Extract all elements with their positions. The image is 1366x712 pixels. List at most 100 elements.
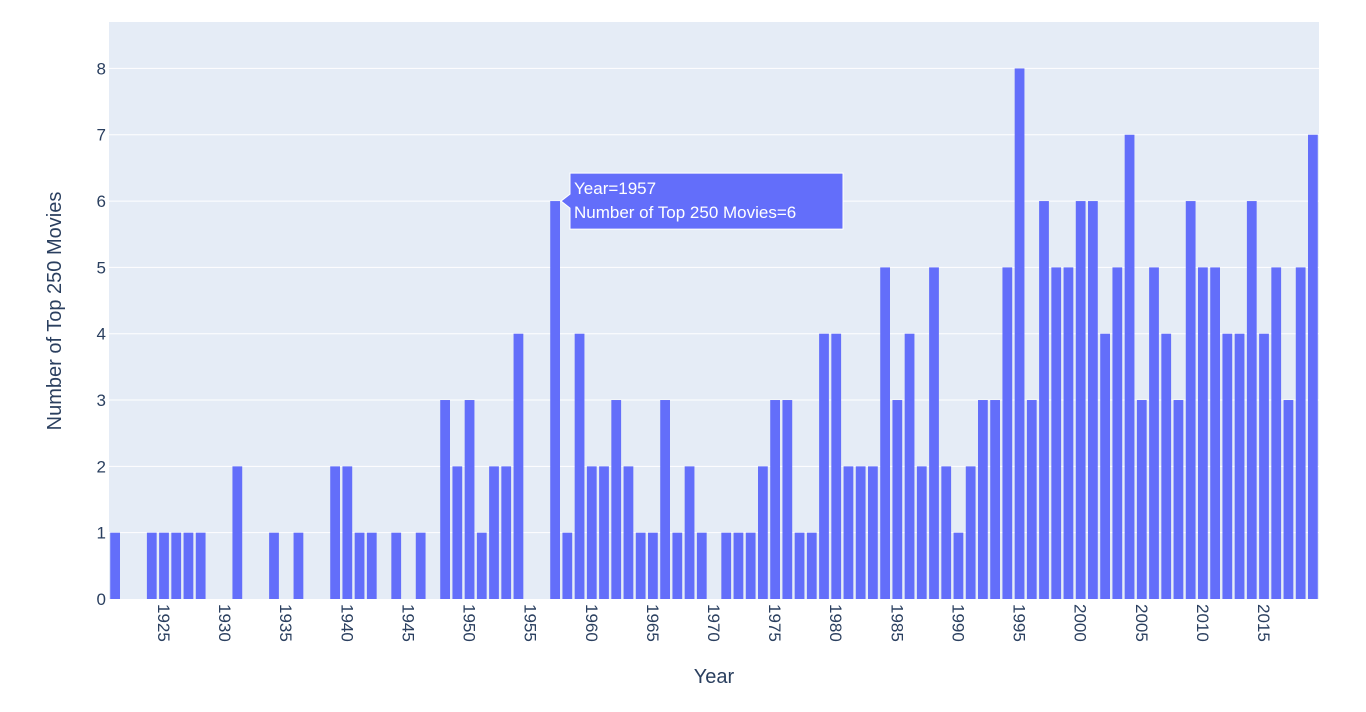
bar[interactable]: [978, 400, 988, 599]
x-tick-label: 1925: [154, 604, 173, 642]
bar[interactable]: [232, 466, 243, 599]
x-tick-label: 1930: [215, 604, 234, 642]
bar[interactable]: [782, 400, 793, 599]
bar[interactable]: [391, 532, 402, 599]
x-tick-label: 1945: [398, 604, 417, 642]
x-tick-label: 2010: [1193, 604, 1212, 642]
bar[interactable]: [1002, 267, 1013, 599]
bar[interactable]: [269, 532, 279, 599]
bar[interactable]: [1198, 267, 1208, 599]
bar[interactable]: [648, 532, 658, 599]
bar[interactable]: [868, 466, 878, 599]
bar[interactable]: [916, 466, 927, 599]
bar[interactable]: [146, 532, 157, 599]
bar[interactable]: [1112, 267, 1123, 599]
bar[interactable]: [330, 466, 340, 599]
bar[interactable]: [1014, 68, 1025, 599]
bar[interactable]: [171, 532, 182, 599]
bar[interactable]: [1063, 267, 1074, 599]
bar[interactable]: [1026, 400, 1037, 599]
bar[interactable]: [550, 201, 560, 599]
bar[interactable]: [806, 532, 817, 599]
bar[interactable]: [831, 333, 842, 599]
bar[interactable]: [501, 466, 512, 599]
x-tick-label: 1970: [704, 604, 723, 642]
bar[interactable]: [586, 466, 597, 599]
bar[interactable]: [1088, 201, 1098, 599]
bar[interactable]: [721, 532, 732, 599]
bar[interactable]: [110, 532, 120, 599]
bar[interactable]: [611, 400, 622, 599]
bar[interactable]: [953, 532, 964, 599]
bar[interactable]: [1039, 201, 1049, 599]
bar[interactable]: [684, 466, 695, 599]
bar[interactable]: [941, 466, 952, 599]
bar[interactable]: [1222, 333, 1233, 599]
bar[interactable]: [476, 532, 487, 599]
bar[interactable]: [1283, 400, 1294, 599]
bar[interactable]: [1124, 134, 1135, 599]
bar[interactable]: [843, 466, 854, 599]
bar[interactable]: [733, 532, 744, 599]
bar[interactable]: [1271, 267, 1282, 599]
bar[interactable]: [770, 400, 780, 599]
bar[interactable]: [452, 466, 463, 599]
bars[interactable]: [110, 68, 1318, 599]
bar[interactable]: [635, 532, 646, 599]
bar[interactable]: [1295, 267, 1306, 599]
bar[interactable]: [1234, 333, 1245, 599]
tooltip-line: Year=1957: [574, 179, 656, 198]
bar[interactable]: [183, 532, 194, 599]
bar[interactable]: [758, 466, 768, 599]
x-axis-title: Year: [694, 666, 735, 688]
bar[interactable]: [696, 532, 707, 599]
bar[interactable]: [1173, 400, 1184, 599]
bar[interactable]: [464, 400, 475, 599]
bar[interactable]: [1051, 267, 1062, 599]
y-axis-title: Number of Top 250 Movies: [44, 192, 66, 431]
bar[interactable]: [1100, 333, 1110, 599]
bar[interactable]: [415, 532, 426, 599]
bar[interactable]: [1246, 201, 1257, 599]
bar[interactable]: [1149, 267, 1159, 599]
bar[interactable]: [354, 532, 365, 599]
bar[interactable]: [599, 466, 609, 599]
bar[interactable]: [794, 532, 805, 599]
bar[interactable]: [855, 466, 866, 599]
bar[interactable]: [672, 532, 683, 599]
bar[interactable]: [660, 400, 670, 599]
bar[interactable]: [513, 333, 524, 599]
y-axis-ticks: 0 1 2 3 4 5 6 7 8: [97, 59, 106, 609]
x-tick-label: 1960: [582, 604, 601, 642]
x-tick-label: 1975: [765, 604, 784, 642]
bar[interactable]: [929, 267, 939, 599]
bar[interactable]: [965, 466, 976, 599]
y-tick-label: 0: [97, 590, 106, 609]
bar[interactable]: [342, 466, 353, 599]
bar[interactable]: [892, 400, 903, 599]
bar[interactable]: [1161, 333, 1172, 599]
bar[interactable]: [195, 532, 206, 599]
bar[interactable]: [880, 267, 890, 599]
bar[interactable]: [562, 532, 573, 599]
bar[interactable]: [1308, 134, 1318, 599]
bar[interactable]: [623, 466, 634, 599]
bar[interactable]: [1075, 201, 1086, 599]
bar[interactable]: [819, 333, 829, 599]
bar[interactable]: [574, 333, 585, 599]
y-tick-label: 1: [97, 524, 106, 543]
bar[interactable]: [904, 333, 915, 599]
bar[interactable]: [1185, 201, 1196, 599]
bar[interactable]: [1136, 400, 1147, 599]
bar[interactable]: [489, 466, 499, 599]
bar[interactable]: [1210, 267, 1220, 599]
bar[interactable]: [159, 532, 169, 599]
bar[interactable]: [366, 532, 377, 599]
bar[interactable]: [293, 532, 304, 599]
bar[interactable]: [440, 400, 450, 599]
bar[interactable]: [745, 532, 756, 599]
bar[interactable]: [1259, 333, 1269, 599]
x-tick-label: 2015: [1254, 604, 1273, 642]
bar[interactable]: [990, 400, 1000, 599]
